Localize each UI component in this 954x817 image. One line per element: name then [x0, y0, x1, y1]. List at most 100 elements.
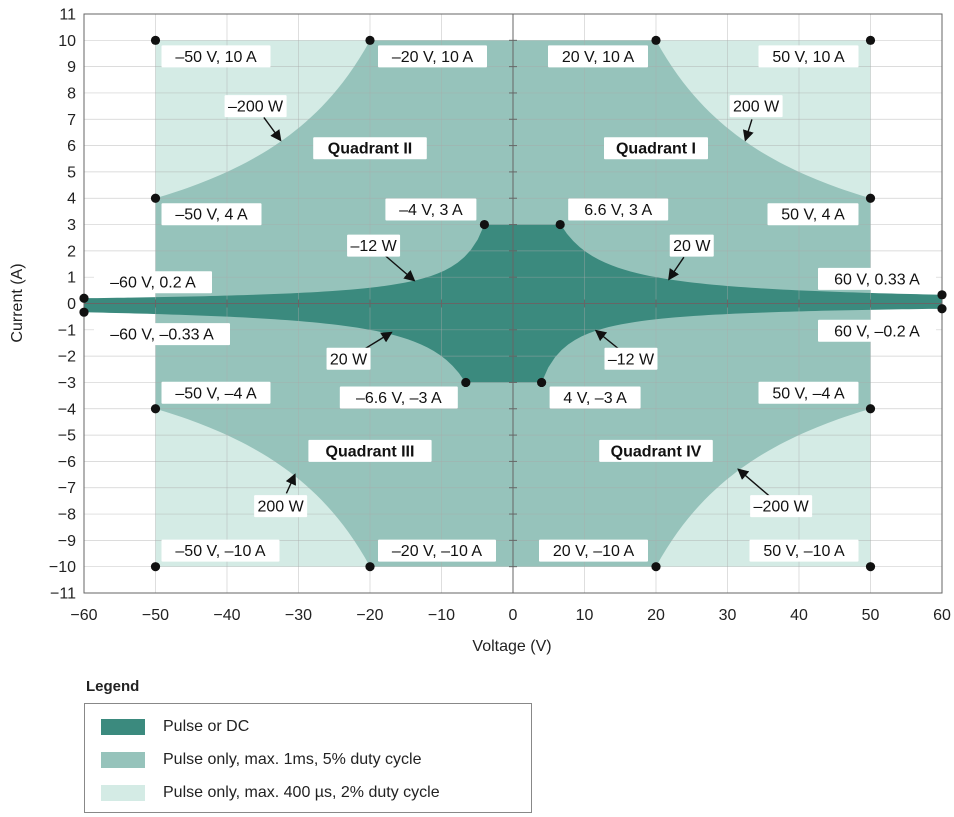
point-label-bg [548, 45, 648, 68]
y-tick-label: 0 [67, 296, 76, 313]
power-label-text: 20 W [673, 238, 711, 255]
y-tick-label: 11 [59, 7, 76, 24]
boundary-point [865, 562, 876, 572]
point-label-text: –20 V, –10 A [392, 543, 482, 560]
point-label-bg [378, 539, 496, 562]
legend-item-pulse-400us: Pulse only, max. 400 µs, 2% duty cycle [101, 783, 440, 803]
y-tick-label: 7 [67, 112, 76, 129]
power-label-text: –200 W [754, 499, 810, 516]
legend-title: Legend [86, 678, 140, 695]
point-label: 20 V, 10 A [548, 45, 648, 68]
chart-annotations: Quadrant I Quadrant II Quadrant III Quadran… [224, 95, 813, 518]
power-label-bg [729, 95, 783, 118]
power-label-text: –12 W [350, 238, 397, 255]
power-label-text: 20 W [330, 351, 368, 368]
power-label-text: –12 W [608, 351, 655, 368]
point-label: –60 V, 0.2 A [94, 271, 212, 294]
quadrant-label-bg [313, 137, 427, 160]
point-label-text: –4 V, 3 A [399, 202, 463, 219]
point-label-text: –60 V, –0.33 A [110, 327, 214, 344]
boundary-point [79, 293, 89, 303]
y-tick-label: −11 [50, 586, 76, 603]
point-label-bg [378, 45, 487, 68]
boundary-point [537, 377, 547, 388]
point-label-bg [767, 203, 859, 226]
power-label-bg [669, 234, 714, 257]
point-label: 50 V, –4 A [758, 381, 859, 404]
point-label-text: 20 V, –10 A [553, 543, 635, 560]
y-tick-label: 5 [67, 164, 76, 181]
quadrant-label-text: Quadrant II [328, 141, 412, 158]
x-tick-label: 30 [719, 607, 737, 624]
power-label-bg [750, 495, 813, 518]
y-tick-label: −6 [58, 454, 76, 471]
point-label-text: –50 V, –4 A [175, 385, 257, 402]
point-label-bg [161, 539, 280, 562]
x-tick-label: −60 [70, 607, 97, 624]
boundary-point [865, 193, 876, 203]
power-label: 200 W [729, 95, 783, 118]
power-label: –200 W [750, 495, 813, 518]
y-tick-label: 6 [67, 138, 76, 155]
point-label-bg [818, 267, 936, 290]
point-label-bg [568, 198, 669, 221]
power-label: 20 W [669, 234, 714, 257]
x-tick-label: −10 [428, 607, 455, 624]
point-label-text: 60 V, –0.2 A [834, 323, 920, 340]
point-label: –20 V, –10 A [378, 539, 496, 562]
y-tick-label: 1 [67, 270, 76, 287]
quadrant-label-bg [604, 137, 708, 160]
point-label: 6.6 V, 3 A [568, 198, 669, 221]
y-tick-label: −9 [58, 533, 76, 550]
point-label: 60 V, 0.33 A [818, 267, 936, 290]
quadrant-label-bg [599, 439, 713, 462]
point-label-text: 4 V, –3 A [563, 390, 627, 407]
point-label: –60 V, –0.33 A [94, 323, 230, 346]
power-arrow [285, 473, 296, 494]
legend: Pulse or DC Pulse only, max. 1ms, 5% dut… [84, 703, 532, 813]
point-label-text: 50 V, 4 A [781, 207, 845, 224]
power-label: –12 W [347, 234, 401, 257]
power-arrow [263, 117, 282, 142]
power-label: 200 W [254, 495, 308, 518]
power-label-text: 200 W [733, 99, 780, 116]
y-tick-label: −10 [49, 559, 76, 576]
legend-swatch-dark [101, 719, 145, 735]
power-label-bg [326, 347, 371, 370]
chart-axes [83, 13, 943, 594]
y-tick-label: −8 [58, 507, 76, 524]
y-tick-label: −3 [58, 375, 76, 392]
y-tick-label: 8 [67, 85, 76, 102]
power-label-bg [254, 495, 308, 518]
point-label: –50 V, –10 A [161, 539, 280, 562]
y-tick-label: −5 [58, 428, 76, 445]
legend-item-pulse-1ms: Pulse only, max. 1ms, 5% duty cycle [101, 750, 421, 770]
point-label-bg [161, 203, 262, 226]
point-label: –4 V, 3 A [385, 198, 477, 221]
quadrant-label-text: Quadrant III [326, 443, 415, 460]
boundary-point [865, 404, 876, 414]
quadrant-label-bg [308, 439, 432, 462]
boundary-point [555, 219, 565, 230]
chart-tick-labels: −60 −50 −40 −30 −20 −10 0 10 20 30 40 50 60−11−10−9−… [49, 7, 951, 625]
point-label-bg [385, 198, 477, 221]
power-label: –200 W [224, 95, 287, 118]
x-tick-label: 10 [576, 607, 594, 624]
point-label: 4 V, –3 A [549, 386, 641, 409]
point-label-text: –6.6 V, –3 A [356, 390, 442, 407]
y-tick-label: 4 [67, 191, 76, 208]
point-label: 50 V, 4 A [767, 203, 859, 226]
y-tick-label: −4 [58, 401, 76, 418]
quadrant-label: Quadrant II [313, 137, 427, 160]
boundary-point [150, 35, 161, 45]
y-tick-label: 3 [67, 217, 76, 234]
x-tick-label: −20 [356, 607, 383, 624]
legend-label: Pulse only, max. 1ms, 5% duty cycle [163, 751, 422, 768]
point-label: –50 V, –4 A [161, 381, 271, 404]
boundary-point [150, 193, 161, 203]
power-label-bg [224, 95, 287, 118]
x-tick-label: −50 [142, 607, 169, 624]
boundary-point [937, 290, 947, 300]
x-axis-label: Voltage (V) [472, 638, 551, 655]
power-label-text: –200 W [228, 99, 284, 116]
